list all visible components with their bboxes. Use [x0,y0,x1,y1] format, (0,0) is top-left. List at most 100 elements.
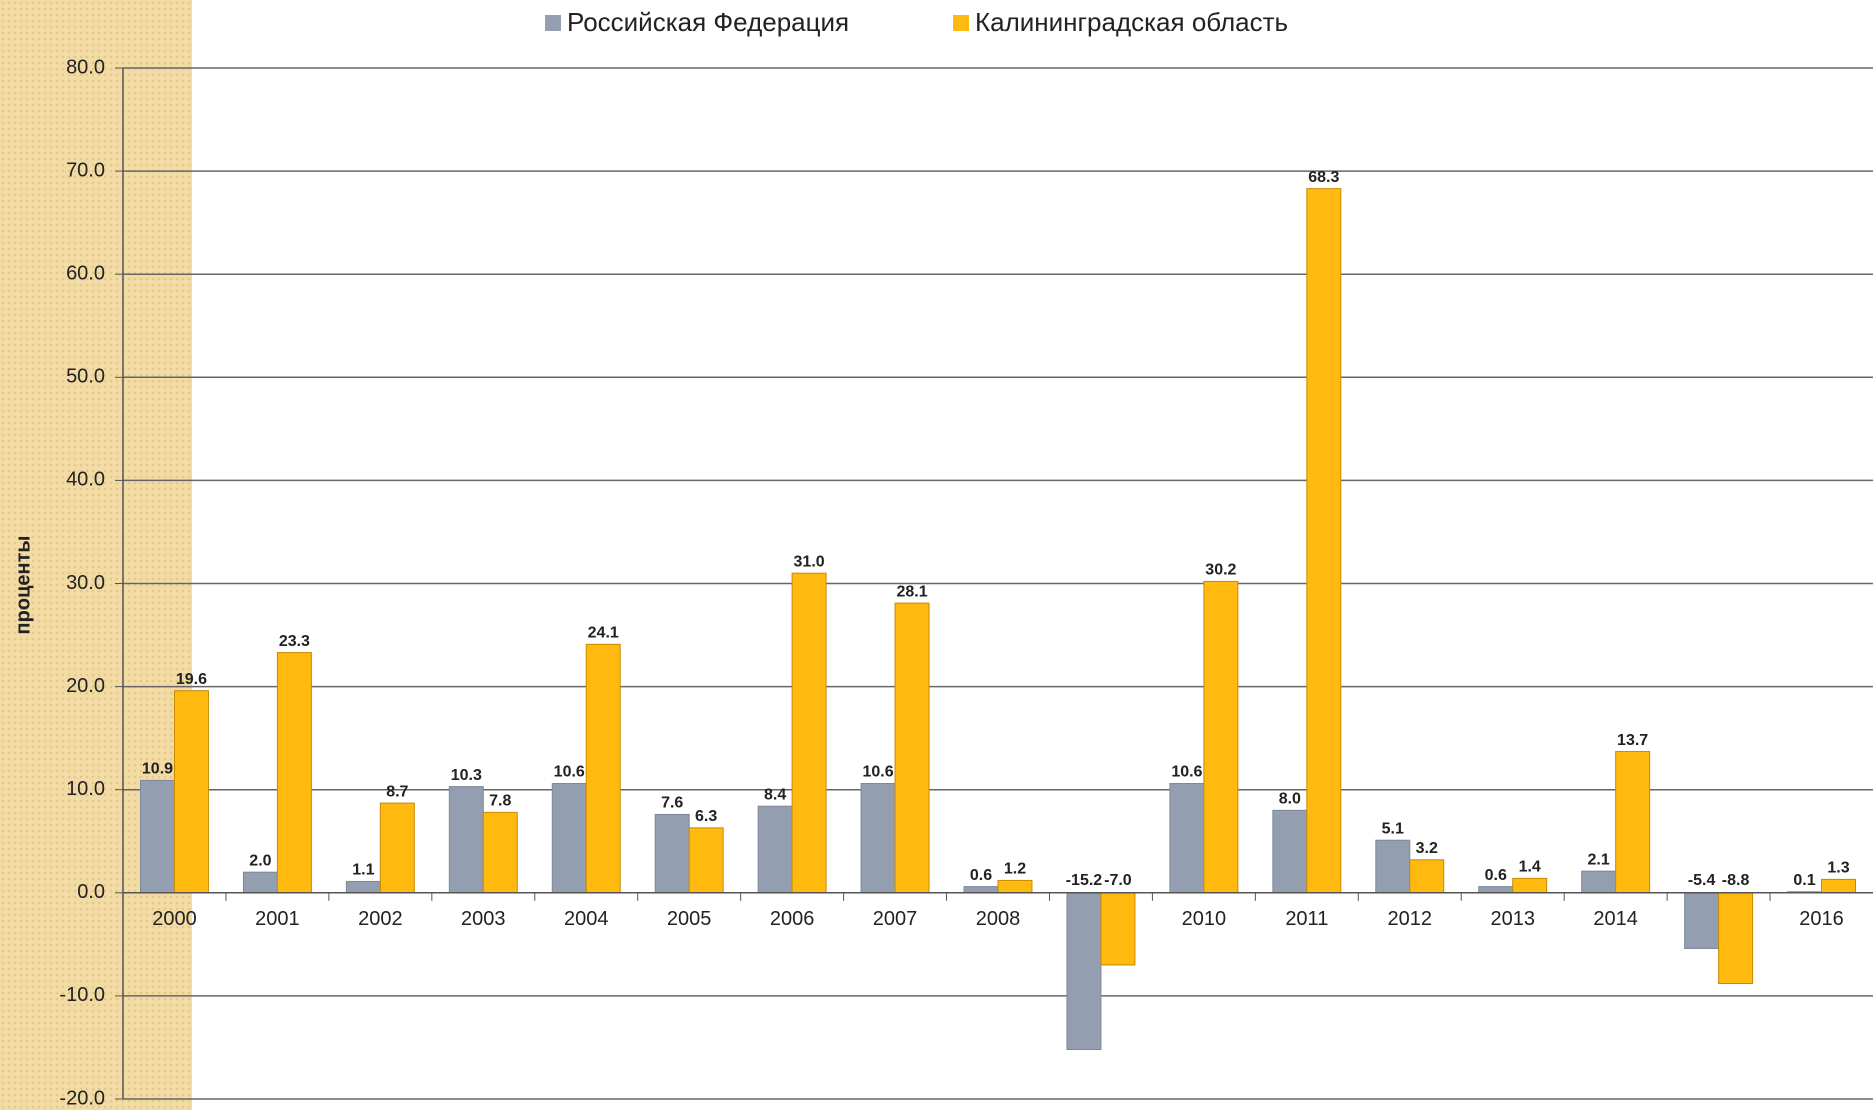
bar [585,643,621,894]
value-label: 10.6 [554,764,585,781]
side-stripe [0,0,192,1110]
bar [1409,859,1445,894]
value-label: 10.3 [451,767,482,784]
bar [345,880,381,894]
bar [242,871,278,894]
x-tick-label: 2004 [564,908,609,930]
y-axis-label: проценты [12,536,34,635]
value-label: 1.3 [1827,860,1849,877]
x-tick-label: 2002 [358,908,403,930]
bar [1478,886,1514,894]
value-label: 1.4 [1519,859,1541,876]
y-tick-label: 80.0 [66,56,105,78]
legend-swatch [545,15,561,31]
x-tick-label: 2001 [255,908,300,930]
value-label: 1.1 [352,862,374,879]
value-label: 10.6 [863,764,894,781]
x-tick-label: 2013 [1490,908,1535,930]
value-label: -7.0 [1104,872,1132,889]
value-label: 8.0 [1279,791,1301,808]
bar [379,802,415,894]
bar [1684,892,1720,949]
value-label: 24.1 [588,625,619,642]
bar [894,602,930,894]
y-tick-label: 70.0 [66,159,105,181]
value-label: 5.1 [1382,820,1404,837]
value-label: 0.6 [970,867,992,884]
bar [757,805,793,894]
x-tick-label: 2003 [461,908,506,930]
bar [173,690,209,894]
x-tick-label: 2006 [770,908,815,930]
value-label: -15.2 [1066,872,1103,889]
value-label: 8.7 [386,783,408,800]
bar [1581,870,1617,894]
bar [1169,783,1205,894]
value-label: 28.1 [896,583,927,600]
legend-label: Калининградская область [975,7,1288,37]
legend-label: Российская Федерация [567,7,849,37]
bar [1615,751,1651,894]
value-label: 10.9 [142,761,173,778]
x-tick-label: 2005 [667,908,712,930]
value-label: -5.4 [1688,872,1716,889]
x-tick-label: 2007 [873,908,918,930]
bar [1512,877,1548,894]
value-label: 6.3 [695,808,717,825]
value-label: 0.1 [1793,872,1815,889]
x-tick-label: 2008 [976,908,1021,930]
bar [1203,580,1239,894]
value-label: 13.7 [1617,732,1648,749]
bar [140,779,175,894]
bar [1100,892,1136,966]
value-label: 31.0 [794,553,825,570]
value-label: 8.4 [764,786,786,803]
bar [1718,892,1754,985]
x-tick-label: 2000 [152,908,197,930]
bar [791,572,827,894]
y-tick-label: -20.0 [59,1087,105,1109]
value-label: 2.0 [249,852,271,869]
x-tick-label: 2011 [1285,908,1328,930]
bar [551,783,587,894]
y-tick-label: 0.0 [77,881,105,903]
value-label: 1.2 [1004,861,1026,878]
bar [276,652,312,894]
value-label: 3.2 [1416,840,1438,857]
bar [1306,188,1342,894]
y-tick-label: 30.0 [66,572,105,594]
bar [1066,892,1102,1051]
x-tick-label: 2010 [1182,908,1227,930]
bar [654,813,690,894]
legend-swatch [953,15,969,31]
bar [860,783,896,894]
bar [963,886,999,894]
value-label: 7.6 [661,795,683,812]
x-tick-label: 2016 [1799,908,1844,930]
x-tick-label: 2012 [1388,908,1433,930]
y-tick-label: 20.0 [66,675,105,697]
value-label: 0.6 [1485,867,1507,884]
value-label: 2.1 [1588,851,1610,868]
y-tick-label: 50.0 [66,366,105,388]
value-label: 23.3 [279,633,310,650]
y-tick-label: 60.0 [66,262,105,284]
bar [1272,809,1308,894]
value-label: 7.8 [489,793,511,810]
value-label: 68.3 [1308,169,1339,186]
value-label: -8.8 [1722,872,1750,889]
bar [997,879,1033,894]
bar [482,811,518,894]
bar [1375,839,1411,894]
y-tick-label: 10.0 [66,778,105,800]
x-tick-label: 2014 [1593,908,1638,930]
value-label: 30.2 [1205,562,1236,579]
bar [1821,878,1857,894]
value-label: 10.6 [1171,764,1202,781]
y-tick-label: 40.0 [66,469,105,491]
bar [448,786,484,894]
bar [688,827,724,894]
y-tick-label: -10.0 [59,984,105,1006]
value-label: 19.6 [176,671,207,688]
